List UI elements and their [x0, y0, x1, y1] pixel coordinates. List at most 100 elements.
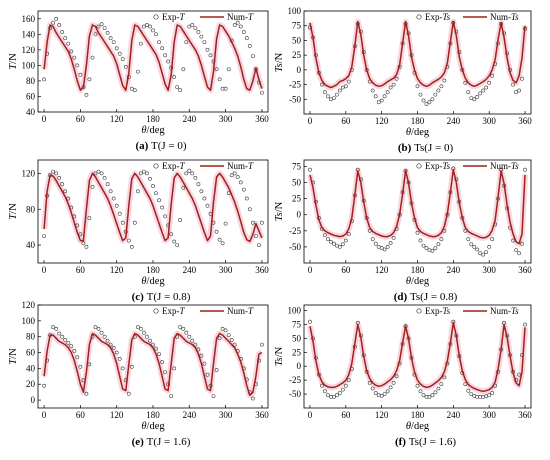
panel-d: 0 60 120 180 240 300 360 -50 -25 0 25 50 75 θ/deg Ts/N…: [274, 159, 532, 303]
panel-caption-d: (d) Ts(J = 0.8): [394, 291, 458, 303]
exp-point: [172, 366, 177, 371]
exp-point: [415, 230, 420, 235]
y-axis-label: T/N: [8, 53, 19, 70]
exp-point: [51, 325, 56, 330]
exp-point: [105, 338, 110, 343]
exp-point: [144, 171, 149, 176]
legend-exp-marker: [153, 163, 159, 169]
exp-point: [379, 393, 384, 398]
exp-point: [475, 95, 480, 99]
exp-point: [129, 86, 134, 91]
exp-point: [54, 326, 59, 331]
exp-point: [54, 16, 59, 21]
exp-point: [102, 26, 107, 31]
exp-point: [66, 41, 71, 46]
num-line: [309, 168, 526, 245]
exp-point: [138, 326, 143, 331]
x-tick-label: 60: [76, 410, 86, 420]
exp-point: [478, 251, 483, 256]
exp-point: [57, 23, 62, 27]
exp-point: [196, 30, 201, 34]
exp-point: [385, 389, 390, 394]
x-tick-label: 0: [42, 114, 47, 124]
x-tick-label: 180: [146, 265, 160, 275]
exp-point: [148, 24, 152, 29]
exp-point: [193, 26, 198, 31]
exp-point: [78, 364, 83, 369]
exp-point: [117, 211, 122, 216]
num-line: [309, 20, 526, 89]
exp-point: [427, 394, 432, 399]
exp-point: [388, 241, 393, 245]
exp-point: [322, 233, 327, 238]
exp-point: [442, 78, 447, 83]
num-line: [43, 24, 263, 91]
y-tick-label: 40: [26, 107, 36, 117]
exp-point: [129, 244, 134, 249]
exp-point: [81, 241, 86, 246]
exp-point: [379, 98, 384, 103]
exp-point: [253, 234, 258, 239]
exp-point: [223, 221, 228, 226]
exp-point: [187, 334, 192, 339]
x-axis-label: θ/deg: [406, 127, 430, 138]
exp-point: [463, 382, 468, 387]
exp-point: [205, 372, 210, 377]
y-tick-label: 100: [22, 316, 36, 326]
exp-point: [469, 242, 474, 247]
y-tick-label: -50: [289, 389, 301, 399]
y-tick-label: 40: [26, 240, 36, 250]
x-tick-label: 300: [482, 116, 496, 126]
panel-caption-a: (a) T(J = 0): [135, 140, 186, 152]
exp-point: [84, 244, 89, 249]
exp-point: [151, 342, 155, 347]
exp-point: [490, 73, 495, 78]
exp-point: [151, 184, 155, 188]
x-tick-label: 240: [447, 116, 461, 126]
exp-point: [220, 241, 225, 246]
legend-num-label: Num-Ts: [490, 161, 519, 171]
exp-point: [472, 97, 477, 102]
y-axis-label: T/N: [8, 203, 19, 220]
exp-point: [69, 49, 74, 54]
exp-point: [484, 85, 489, 90]
exp-point: [154, 32, 158, 37]
exp-point: [187, 168, 192, 173]
exp-point: [418, 389, 423, 394]
exp-point: [340, 242, 345, 247]
exp-point: [376, 100, 381, 105]
exp-point: [520, 76, 524, 81]
exp-point: [163, 370, 168, 375]
exp-point: [60, 182, 65, 187]
legend-exp-marker: [416, 14, 422, 20]
exp-point: [123, 65, 128, 69]
exp-point: [57, 175, 62, 180]
x-tick-label: 0: [42, 410, 47, 420]
exp-point: [78, 72, 83, 77]
exp-point: [148, 176, 152, 181]
exp-point: [319, 82, 324, 87]
legend-exp-marker: [153, 14, 159, 20]
x-tick-label: 360: [255, 265, 269, 275]
x-tick-label: 0: [308, 265, 313, 275]
exp-point: [90, 184, 95, 189]
exp-point: [42, 234, 47, 239]
exp-point: [99, 330, 104, 335]
y-tick-label: -25: [289, 375, 301, 385]
exp-point: [217, 77, 222, 82]
exp-point: [463, 80, 468, 85]
legend-num-label: Num-T: [227, 161, 254, 171]
y-axis-label: Ts/N: [274, 201, 285, 221]
exp-point: [424, 102, 429, 106]
exp-point: [337, 88, 342, 93]
x-tick-label: 240: [183, 410, 197, 420]
exp-point: [343, 238, 348, 243]
exp-point: [217, 237, 222, 242]
y-axis-label: Ts/N: [274, 346, 285, 366]
exp-point: [427, 248, 432, 253]
num-line: [43, 172, 263, 243]
exp-point: [42, 383, 47, 388]
exp-point: [367, 380, 372, 385]
exp-point: [205, 47, 210, 52]
